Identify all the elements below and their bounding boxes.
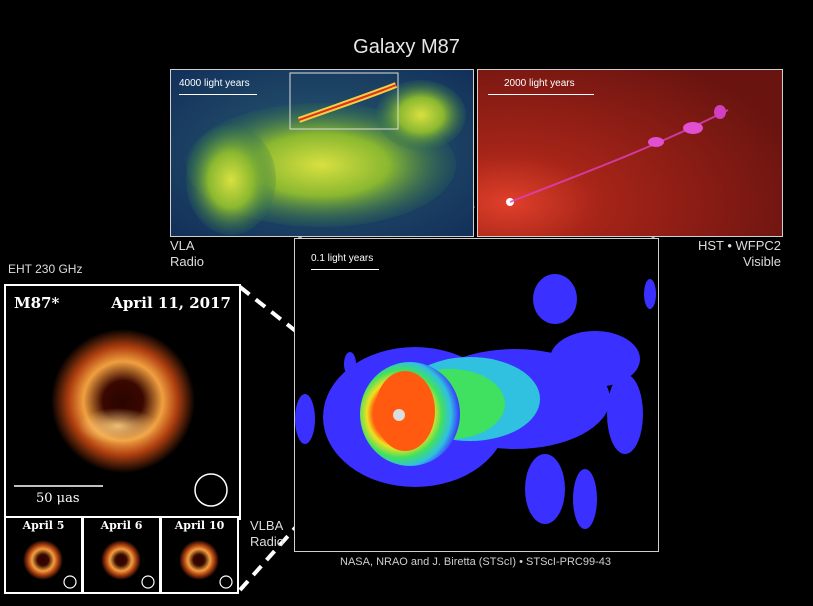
vlba-label: VLBA Radio	[250, 518, 284, 550]
eht-header: EHT 230 GHz	[8, 262, 83, 276]
hst-label: HST • WFPC2 Visible	[660, 238, 781, 270]
hst-label-line2: Visible	[742, 254, 781, 269]
vla-radio-image: 4000 light years	[170, 69, 474, 237]
thumb-april-5: April 5	[4, 516, 83, 594]
hst-visible-image: 2000 light years	[477, 69, 783, 237]
eht-object-label: M87*	[14, 294, 60, 312]
hst-scale-label: 2000 light years	[504, 78, 575, 89]
thumb-april-10: April 10	[160, 516, 239, 594]
thumb-label-2: April 6	[100, 519, 143, 532]
thumb-label-3: April 10	[174, 519, 225, 532]
hst-label-line1: HST • WFPC2	[697, 238, 781, 253]
vla-label-line2: Radio	[170, 254, 204, 269]
eht-scale-label: 50 μas	[36, 491, 80, 506]
eht-thumbnails: April 5 April 6 April 10	[4, 516, 241, 594]
vla-scale-label: 4000 light years	[179, 78, 250, 89]
eht-main-image: M87* April 11, 2017 50 μas	[4, 284, 241, 520]
vlba-label-line1: VLBA	[250, 518, 284, 533]
image-credit: NASA, NRAO and J. Biretta (STScI) • STSc…	[340, 556, 611, 568]
vlba-scale-label: 0.1 light years	[311, 253, 374, 264]
vlba-label-line2: Radio	[250, 534, 284, 549]
vlba-radio-image: 0.1 light years	[294, 238, 659, 552]
vla-label-line1: VLA	[170, 238, 195, 253]
thumb-label-1: April 5	[22, 519, 65, 532]
page-title: Galaxy M87	[353, 36, 460, 58]
eht-date-label: April 11, 2017	[111, 294, 231, 312]
thumb-april-6: April 6	[82, 516, 161, 594]
vla-label: VLA Radio	[170, 238, 204, 270]
